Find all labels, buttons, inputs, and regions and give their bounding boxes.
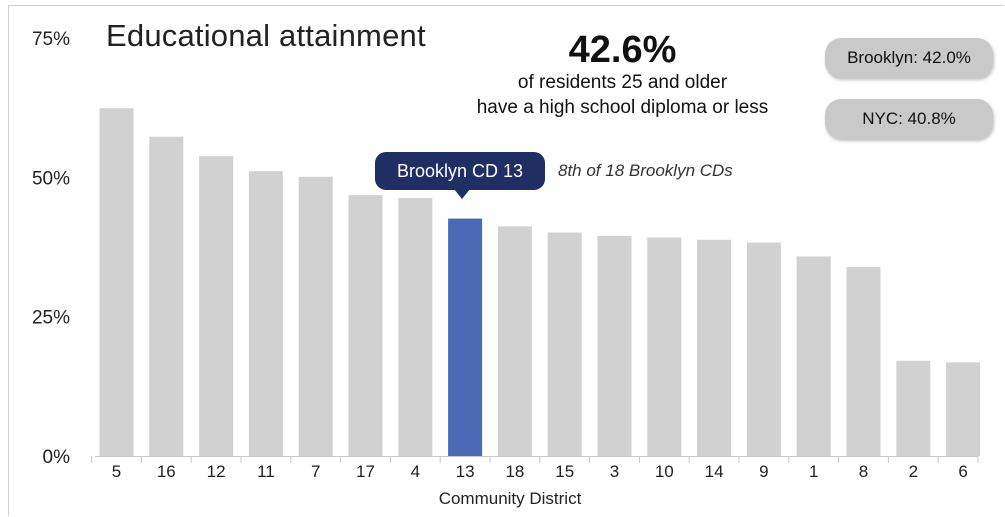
bar [846, 267, 881, 456]
x-tick-label: 10 [655, 462, 674, 481]
bar-highlight [448, 218, 483, 456]
x-tick-label: 1 [809, 462, 818, 481]
x-tick-label: 5 [112, 462, 121, 481]
bar [946, 362, 981, 456]
x-tick-label: 8 [859, 462, 868, 481]
x-tick-label: 4 [411, 462, 420, 481]
bar [199, 156, 234, 456]
y-tick-label: 0% [43, 447, 71, 468]
bar [896, 360, 931, 456]
x-tick-label: 7 [311, 462, 320, 481]
bar [547, 232, 582, 456]
x-tick-label: 13 [456, 462, 475, 481]
bar [647, 237, 682, 456]
x-tick-label: 11 [257, 462, 275, 481]
headline-value: 42.6% [568, 29, 677, 71]
chart-title: Educational attainment [106, 18, 426, 53]
x-tick-label: 16 [157, 462, 176, 481]
y-tick-label: 25% [32, 308, 70, 329]
callout-pointer-icon [454, 189, 470, 199]
x-tick-label: 17 [356, 462, 375, 481]
bar [697, 239, 732, 456]
x-tick-label: 3 [610, 462, 619, 481]
bar [597, 235, 632, 456]
district-rank: 8th of 18 Brooklyn CDs [558, 161, 733, 180]
x-tick-label: 2 [909, 462, 918, 481]
city-comparison-badge: NYC: 40.8% [825, 99, 993, 139]
x-axis-title: Community District [438, 489, 582, 508]
y-tick-label: 50% [32, 168, 70, 189]
bar [746, 242, 781, 456]
bar [149, 136, 184, 456]
bar [348, 195, 383, 456]
x-tick-label: 18 [505, 462, 524, 481]
y-tick-label: 75% [32, 29, 70, 50]
x-tick-label: 12 [207, 462, 226, 481]
district-callout: Brooklyn CD 13 [375, 152, 545, 190]
bar [99, 108, 134, 456]
x-tick-label: 14 [705, 462, 724, 481]
headline-stat: 42.6% of residents 25 and older have a h… [445, 30, 800, 120]
x-tick-label: 15 [555, 462, 574, 481]
bar [298, 176, 333, 456]
borough-comparison-badge: Brooklyn: 42.0% [825, 38, 993, 78]
chart-frame [8, 5, 1004, 516]
bar [398, 197, 433, 457]
x-tick-label: 9 [759, 462, 768, 481]
x-tick-label: 6 [958, 462, 967, 481]
bar [248, 171, 283, 456]
bar [497, 226, 532, 456]
headline-line-1: of residents 25 and older [517, 72, 728, 93]
bar [796, 256, 831, 456]
headline-line-2: have a high school diploma or less [476, 97, 769, 118]
